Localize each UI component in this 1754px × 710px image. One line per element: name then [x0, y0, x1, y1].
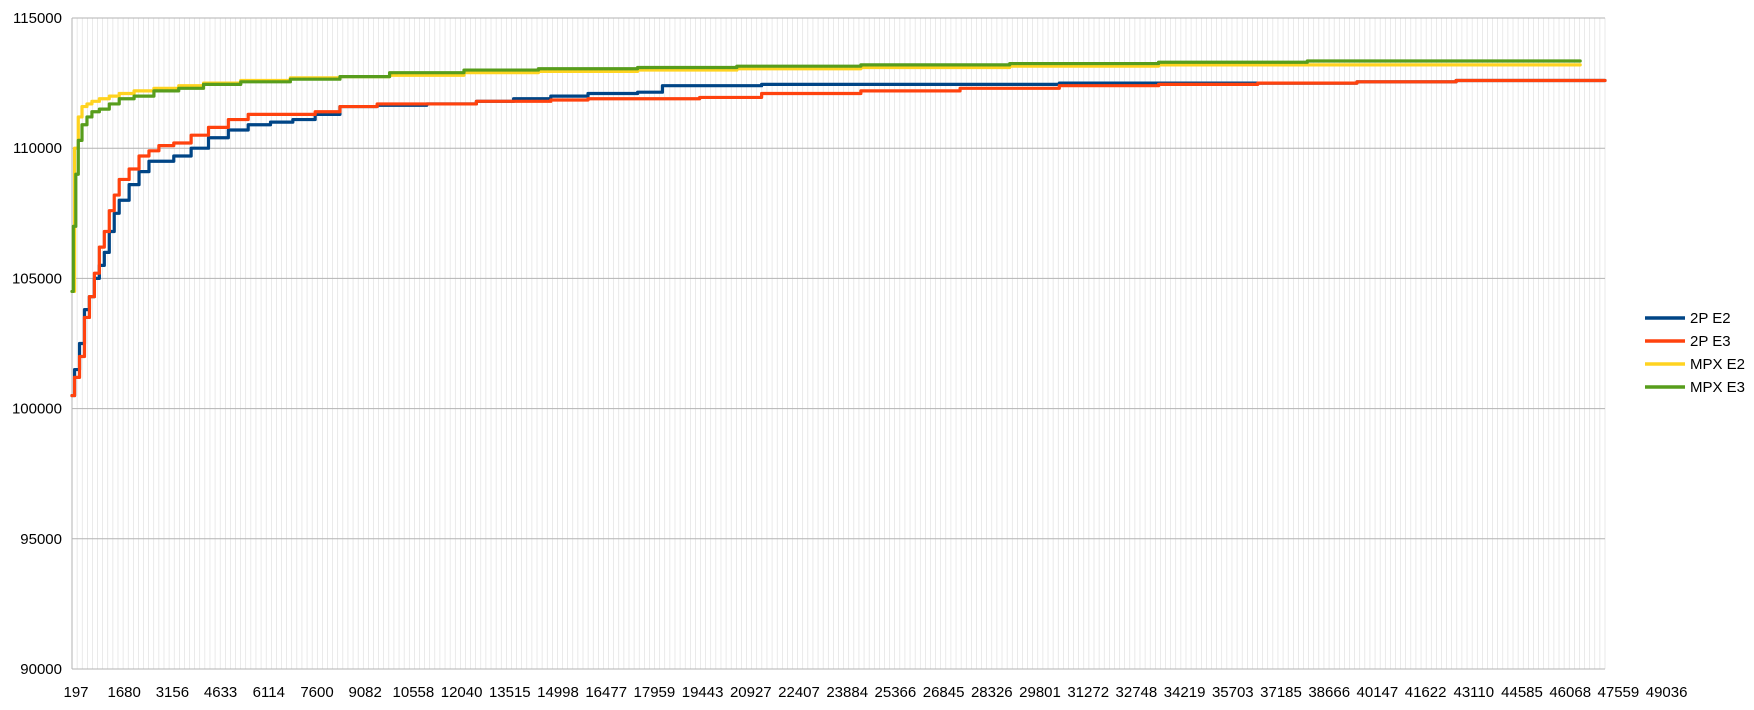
x-tick-label: 37185: [1260, 684, 1302, 701]
x-tick-label: 40147: [1357, 684, 1399, 701]
x-tick-label: 46068: [1549, 684, 1591, 701]
x-axis-ticks: 197 1680 3156 4633 6114 7600 9082 10558 12040 135…: [63, 684, 1687, 701]
x-tick-label: 31272: [1067, 684, 1109, 701]
x-tick-label: 17959: [634, 684, 676, 701]
legend-label: MPX E2: [1690, 356, 1745, 373]
legend-label: 2P E3: [1690, 333, 1731, 350]
x-tick-label: 34219: [1164, 684, 1206, 701]
x-tick-label: 7600: [300, 684, 333, 701]
legend-label: MPX E3: [1690, 379, 1745, 396]
y-tick-label: 100000: [12, 401, 62, 418]
x-tick-label: 23884: [826, 684, 868, 701]
legend-label: 2P E2: [1690, 310, 1731, 327]
x-tick-label: 3156: [156, 684, 189, 701]
legend: 2P E2 2P E3 MPX E2 MPX E3: [1645, 310, 1745, 396]
x-tick-label: 4633: [204, 684, 237, 701]
major-gridlines: [71, 17, 1605, 670]
y-axis-ticks: 90000 95000 100000 105000 110000 115000: [12, 10, 62, 678]
x-tick-label: 38666: [1308, 684, 1350, 701]
x-tick-label: 25366: [875, 684, 917, 701]
x-tick-label: 44585: [1501, 684, 1543, 701]
x-tick-label: 1680: [108, 684, 141, 701]
x-tick-label: 22407: [778, 684, 820, 701]
x-tick-label: 32748: [1116, 684, 1158, 701]
series-line-1: [70, 78, 1607, 398]
x-tick-label: 43110: [1453, 684, 1494, 701]
x-tick-label: 35703: [1212, 684, 1254, 701]
x-tick-label: 19443: [682, 684, 724, 701]
x-tick-label: 16477: [585, 684, 627, 701]
series-lines: [70, 59, 1607, 398]
x-tick-label: 13515: [489, 684, 531, 701]
x-tick-label: 28326: [971, 684, 1013, 701]
y-tick-label: 105000: [12, 270, 62, 287]
x-tick-label: 26845: [923, 684, 965, 701]
x-tick-label: 14998: [537, 684, 579, 701]
y-tick-label: 95000: [20, 531, 62, 548]
x-tick-label: 41622: [1405, 684, 1447, 701]
x-tick-label: 29801: [1019, 684, 1061, 701]
y-tick-label: 115000: [13, 10, 62, 27]
y-tick-label: 90000: [20, 661, 62, 678]
series-line-3: [70, 59, 1582, 294]
x-tick-label: 9082: [349, 684, 382, 701]
x-tick-label: 12040: [441, 684, 483, 701]
x-tick-label: 197: [63, 684, 88, 701]
y-tick-label: 110000: [13, 140, 62, 157]
x-tick-label: 6114: [253, 684, 285, 701]
x-tick-label: 49036: [1646, 684, 1688, 701]
x-tick-label: 20927: [730, 684, 772, 701]
series-line-0: [70, 78, 1607, 398]
x-tick-label: 47559: [1598, 684, 1640, 701]
minor-gridlines: [71, 18, 1606, 669]
x-tick-label: 10558: [393, 684, 435, 701]
